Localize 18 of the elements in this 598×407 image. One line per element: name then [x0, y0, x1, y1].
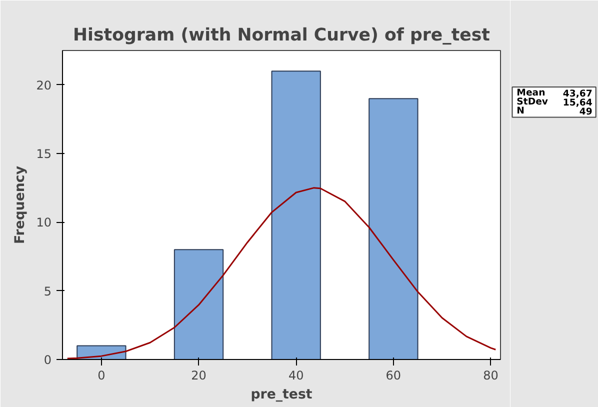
- bar: [271, 70, 321, 360]
- y-axis-title: Frequency: [13, 166, 28, 244]
- bar: [368, 98, 418, 360]
- x-tick-label: 20: [191, 368, 206, 382]
- x-axis-title: pre_test: [250, 388, 313, 402]
- bar: [174, 249, 224, 360]
- y-tick-label: 0: [44, 353, 52, 367]
- x-tick-label: 0: [98, 368, 106, 382]
- y-tick-label: 10: [36, 216, 52, 230]
- chart-title: Histogram (with Normal Curve) of pre_test: [73, 26, 490, 46]
- text: N 49: [516, 106, 592, 118]
- y-tick-label: 15: [36, 147, 52, 161]
- x-tick-label: 60: [386, 368, 402, 382]
- line-series: [66, 187, 496, 360]
- x-tick-label: 80: [483, 368, 498, 382]
- x-tick-label: 40: [288, 368, 304, 382]
- y-tick-label: 20: [36, 78, 52, 92]
- y-tick-label: 5: [44, 284, 52, 298]
